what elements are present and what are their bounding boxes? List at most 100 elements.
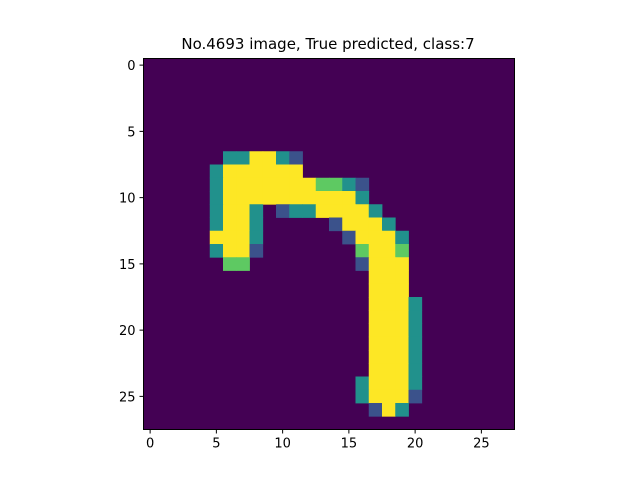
y-tick-label: 20 — [119, 324, 136, 339]
heatmap-cell — [223, 257, 237, 271]
heatmap-cell — [262, 164, 277, 179]
heatmap-cell — [408, 323, 423, 338]
heatmap-cell — [223, 151, 237, 165]
heatmap-cell — [368, 297, 383, 311]
heatmap-cell — [315, 204, 330, 218]
heatmap-cell — [382, 403, 396, 417]
heatmap-cell — [395, 376, 409, 391]
x-tick-label: 10 — [274, 437, 291, 452]
y-tick-label: 10 — [119, 192, 136, 207]
heatmap-cell — [395, 244, 409, 258]
heatmap-cell — [382, 323, 396, 338]
heatmap-cell — [249, 191, 264, 205]
heatmap-cell — [368, 350, 383, 364]
heatmap-cell — [382, 336, 396, 351]
heatmap-cell — [236, 164, 250, 179]
heatmap-cell — [249, 230, 264, 245]
heatmap-cell — [289, 204, 303, 218]
x-tick-label: 5 — [212, 437, 220, 452]
heatmap-cell — [276, 177, 290, 192]
heatmap-background — [143, 58, 515, 430]
heatmap-cell — [249, 244, 264, 258]
heatmap-cell — [368, 230, 383, 245]
x-tick-label: 15 — [341, 437, 358, 452]
heatmap-cell — [289, 191, 303, 205]
heatmap-cell — [329, 217, 343, 232]
heatmap-cell — [355, 376, 370, 391]
heatmap-cell — [408, 350, 423, 364]
heatmap-cell — [262, 177, 277, 192]
x-axis-ticks: 0 5 10 15 20 25 — [146, 429, 490, 452]
chart-title: No.4693 image, True predicted, class:7 — [181, 35, 474, 53]
heatmap-cell — [395, 403, 409, 417]
heatmap-cell — [329, 191, 343, 205]
heatmap-cell — [382, 230, 396, 245]
heatmap-cell — [223, 164, 237, 179]
heatmap-cell — [382, 270, 396, 285]
heatmap-cell — [408, 376, 423, 391]
heatmap-cell — [408, 297, 423, 311]
y-tick-label: 0 — [127, 59, 135, 74]
heatmap-cell — [355, 244, 370, 258]
heatmap-cell — [342, 177, 356, 192]
heatmap-cell — [395, 350, 409, 364]
heatmap-cell — [209, 244, 224, 258]
heatmap-cell — [395, 336, 409, 351]
heatmap-cell — [395, 230, 409, 245]
heatmap-cell — [289, 151, 303, 165]
heatmap-cell — [302, 191, 317, 205]
heatmap-cell — [395, 323, 409, 338]
heatmap-cell — [355, 230, 370, 245]
heatmap-cell — [382, 244, 396, 258]
heatmap-cell — [382, 363, 396, 377]
heatmap-cell — [368, 310, 383, 324]
heatmap-cell — [368, 270, 383, 285]
heatmap-cell — [236, 230, 250, 245]
heatmap-cell — [342, 191, 356, 205]
heatmap-cell — [223, 230, 237, 245]
heatmap-cell — [236, 204, 250, 218]
heatmap-cell — [382, 217, 396, 232]
heatmap-cell — [329, 177, 343, 192]
y-tick-label: 5 — [127, 125, 135, 140]
heatmap-cell — [209, 217, 224, 232]
heatmap-cell — [289, 164, 303, 179]
heatmap-cell — [355, 217, 370, 232]
heatmap-cell — [342, 230, 356, 245]
heatmap-cell — [368, 244, 383, 258]
plot-frame — [143, 58, 515, 430]
y-axis-ticks: 0 5 10 15 20 25 — [119, 59, 144, 405]
x-tick-label: 20 — [407, 437, 424, 452]
heatmap-cell — [276, 164, 290, 179]
heatmap-cell — [223, 191, 237, 205]
heatmap-cell — [382, 376, 396, 391]
y-tick-label: 15 — [119, 258, 136, 273]
heatmap-cell — [315, 191, 330, 205]
heatmap-cell — [355, 191, 370, 205]
heatmap-cell — [408, 310, 423, 324]
heatmap-cells — [143, 58, 515, 430]
heatmap-cell — [223, 177, 237, 192]
heatmap-cell — [368, 403, 383, 417]
heatmap-cell — [382, 389, 396, 404]
heatmap-cell — [262, 151, 277, 165]
heatmap-cell — [236, 217, 250, 232]
heatmap-cell — [276, 151, 290, 165]
x-tick-label: 25 — [473, 437, 490, 452]
heatmap-cell — [223, 217, 237, 232]
heatmap-cell — [209, 164, 224, 179]
heatmap-cell — [382, 310, 396, 324]
heatmap-cell — [209, 230, 224, 245]
heatmap-cell — [236, 257, 250, 271]
heatmap-cell — [382, 283, 396, 298]
heatmap-cell — [249, 204, 264, 218]
heatmap-cell — [342, 204, 356, 218]
heatmap-cell — [223, 244, 237, 258]
heatmap-cell — [342, 217, 356, 232]
heatmap-cell — [368, 389, 383, 404]
x-tick-label: 0 — [146, 437, 154, 452]
heatmap-cell — [223, 204, 237, 218]
heatmap-cell — [276, 191, 290, 205]
heatmap-cell — [276, 204, 290, 218]
heatmap-cell — [236, 244, 250, 258]
